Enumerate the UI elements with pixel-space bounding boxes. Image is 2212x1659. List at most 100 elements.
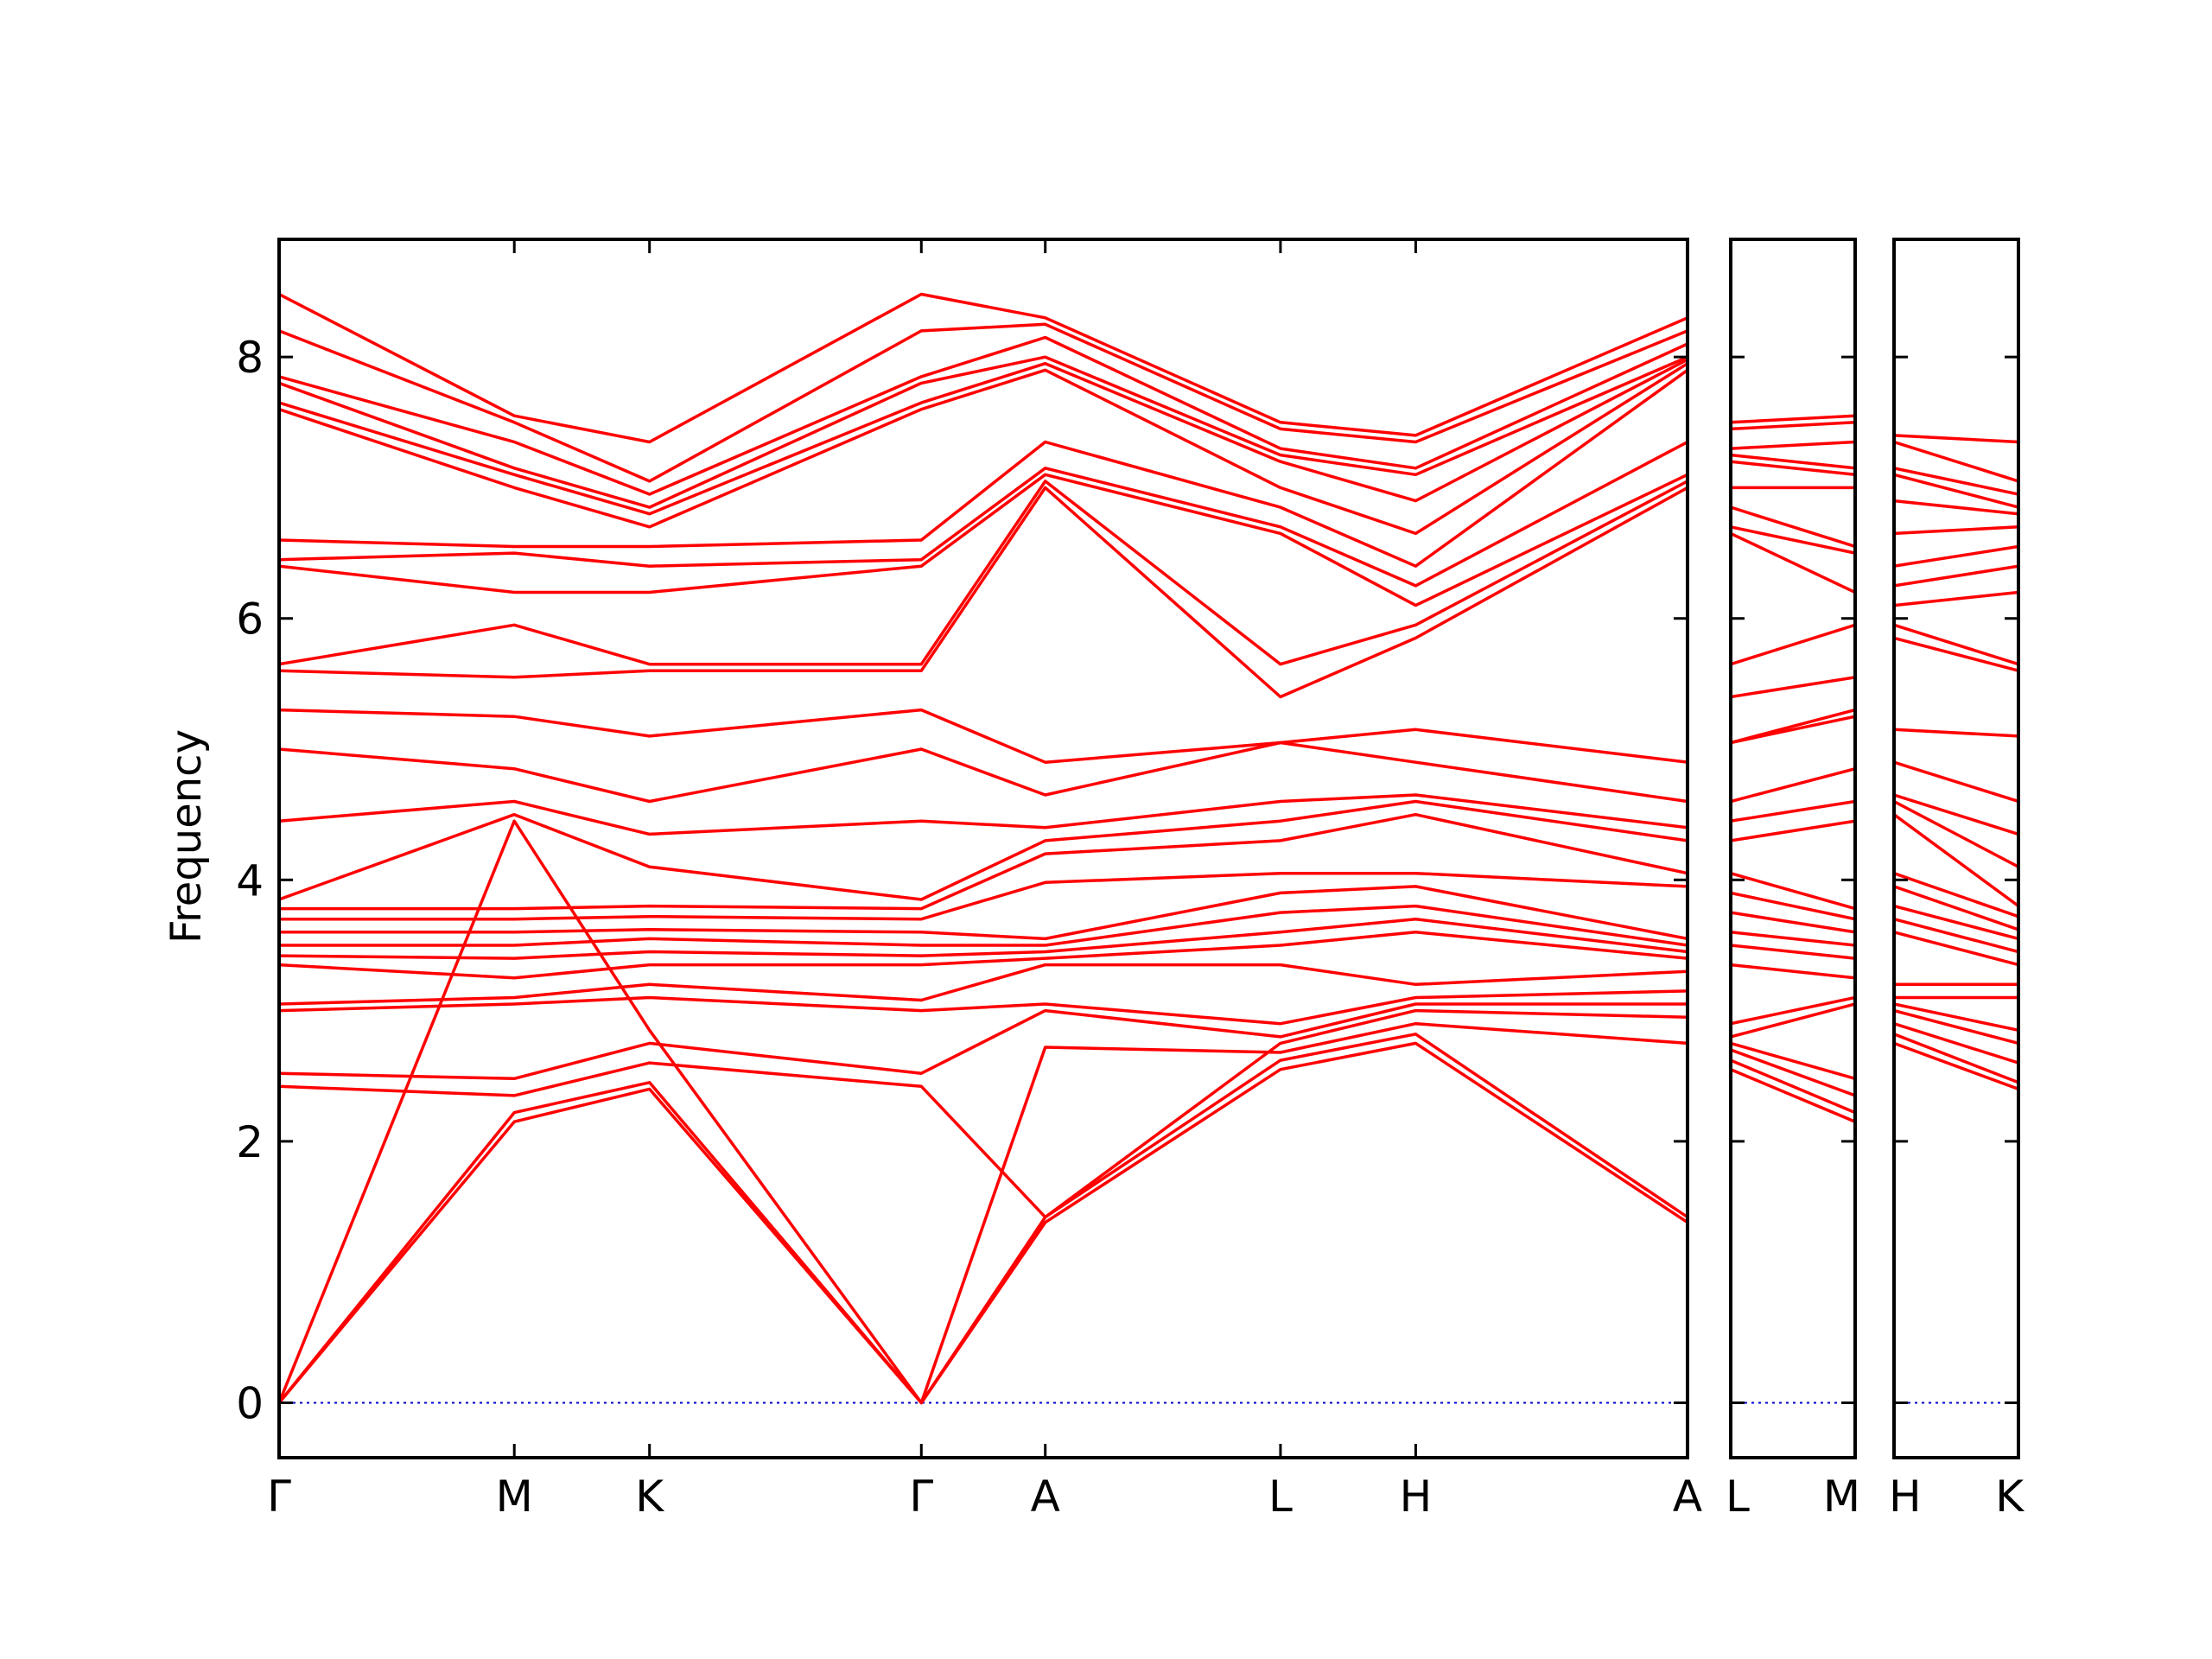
- x-tick-label: H: [1400, 1471, 1433, 1522]
- y-tick-label: 8: [236, 333, 264, 383]
- x-tick-label: L: [1726, 1471, 1750, 1522]
- band-line-8: [1894, 931, 2018, 967]
- band-line-1: [1731, 1067, 1855, 1123]
- panel-frame: [277, 238, 1689, 1459]
- band-line-2: [1731, 1058, 1855, 1115]
- y-axis-label: Frequency: [162, 729, 211, 944]
- band-line-20: [1894, 590, 2018, 607]
- band-line-6: [1731, 995, 1855, 1026]
- band-line-3: [1731, 1048, 1855, 1097]
- band-line-4: [1731, 1041, 1855, 1081]
- band-line-13: [279, 812, 1688, 911]
- band-line-5: [1731, 1002, 1855, 1039]
- band-line-25: [1894, 473, 2018, 509]
- band-line-13: [1731, 819, 1855, 842]
- x-tick-label: H: [1889, 1471, 1922, 1522]
- band-line-9: [1894, 917, 2018, 954]
- band-line-18: [1731, 676, 1855, 699]
- panel-frame: [1892, 238, 2020, 1459]
- band-line-16: [279, 741, 1688, 804]
- band-line-24: [1731, 460, 1855, 477]
- band-line-27: [279, 322, 1688, 483]
- band-line-20: [279, 473, 1688, 607]
- band-line-14: [1894, 799, 2018, 868]
- band-line-8: [279, 931, 1688, 980]
- band-line-26: [1894, 467, 2018, 496]
- band-line-17: [279, 708, 1688, 764]
- y-tick-label: 4: [236, 855, 264, 906]
- panel-frame: [1729, 238, 1857, 1459]
- band-line-2: [279, 1033, 1688, 1405]
- band-line-4: [279, 1008, 1688, 1219]
- band-line-22: [279, 368, 1688, 568]
- panel-1: 0 2 4 6 8 Γ M K Γ A L H A: [236, 238, 1702, 1522]
- band-line-10: [279, 904, 1688, 947]
- band-line-18: [279, 486, 1688, 699]
- band-line-15: [279, 793, 1688, 836]
- y-tick-label: 6: [236, 594, 264, 645]
- band-line-9: [1731, 931, 1855, 947]
- band-line-23: [1894, 525, 2018, 536]
- band-line-10: [1894, 904, 2018, 941]
- band-line-18: [1894, 636, 2018, 672]
- band-line-7: [1731, 963, 1855, 980]
- x-tick-label: L: [1268, 1471, 1293, 1522]
- band-line-27: [1731, 421, 1855, 431]
- band-line-13: [1894, 812, 2018, 908]
- band-line-10: [1731, 911, 1855, 934]
- band-line-19: [1731, 623, 1855, 666]
- band-line-22: [1731, 505, 1855, 549]
- band-line-15: [1894, 793, 2018, 836]
- band-line-3: [279, 819, 1688, 1405]
- band-lines: [279, 292, 1688, 1405]
- band-line-28: [1894, 434, 2018, 444]
- band-line-24: [279, 358, 1688, 516]
- band-line-3: [1894, 1021, 2018, 1065]
- band-line-6: [279, 989, 1688, 1026]
- band-lines: [1894, 434, 2018, 1091]
- x-tick-label: K: [1995, 1471, 2024, 1522]
- band-line-5: [279, 1002, 1688, 1081]
- band-line-25: [279, 355, 1688, 509]
- band-line-17: [1731, 708, 1855, 745]
- band-line-20: [1731, 531, 1855, 594]
- band-line-25: [1731, 453, 1855, 470]
- band-line-12: [1894, 871, 2018, 918]
- x-tick-label: A: [1031, 1471, 1060, 1522]
- band-line-11: [1731, 891, 1855, 921]
- band-line-11: [279, 885, 1688, 941]
- band-lines: [1731, 414, 1855, 1123]
- x-tick-label: M: [1823, 1471, 1860, 1522]
- band-line-7: [279, 963, 1688, 1006]
- x-tick-label: Γ: [267, 1471, 291, 1522]
- band-line-14: [279, 799, 1688, 901]
- band-line-24: [1894, 499, 2018, 516]
- x-tick-label: M: [496, 1471, 533, 1522]
- band-line-28: [279, 292, 1688, 444]
- band-line-15: [1731, 766, 1855, 804]
- band-line-1: [1894, 1041, 2018, 1091]
- band-line-28: [1731, 414, 1855, 424]
- band-line-21: [1731, 525, 1855, 555]
- band-line-22: [1894, 544, 2018, 568]
- band-line-12: [1731, 871, 1855, 911]
- band-line-2: [1894, 1033, 2018, 1084]
- x-tick-label: Γ: [909, 1471, 933, 1522]
- band-line-16: [1894, 760, 2018, 804]
- band-line-23: [279, 361, 1688, 536]
- y-tick-label: 2: [236, 1117, 264, 1167]
- band-line-21: [1894, 564, 2018, 588]
- band-line-26: [1731, 440, 1855, 450]
- band-line-4: [1894, 1008, 2018, 1046]
- band-line-12: [279, 871, 1688, 921]
- band-line-21: [279, 440, 1688, 588]
- y-tick-label: 0: [236, 1378, 264, 1428]
- band-line-11: [1894, 885, 2018, 931]
- x-tick-label: K: [635, 1471, 664, 1522]
- x-tick-label: A: [1673, 1471, 1702, 1522]
